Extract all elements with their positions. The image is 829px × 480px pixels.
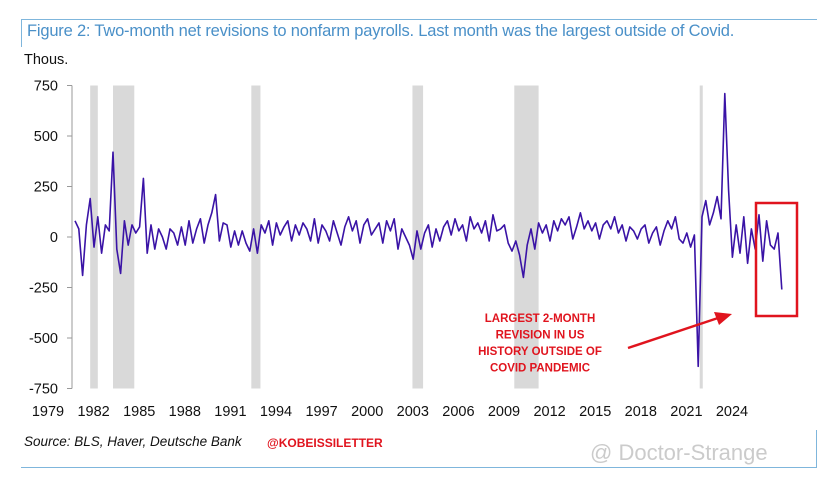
x-tick-label: 2024 <box>716 404 748 420</box>
x-tick-label: 1991 <box>214 404 246 420</box>
annotation-text-line: HISTORY OUTSIDE OF <box>478 346 602 358</box>
x-tick-label: 1979 <box>32 404 64 420</box>
y-tick-label: 500 <box>34 129 58 145</box>
y-tick-label: 0 <box>50 230 58 246</box>
recession-bar <box>514 85 539 389</box>
annotation: LARGEST 2-MONTH REVISION IN US HISTORY OUT… <box>478 201 799 375</box>
annotation-text-line: COVID PANDEMIC <box>490 363 590 375</box>
x-tick-label: 2000 <box>351 404 383 420</box>
arrow-head-icon <box>714 312 732 325</box>
series-line <box>74 92 783 368</box>
x-tick-label: 2009 <box>488 404 520 420</box>
x-tick-label: 1997 <box>305 404 337 420</box>
chart-title: Figure 2: Two-month net revisions to non… <box>27 22 735 40</box>
watermark: @ Doctor-Strange <box>590 440 768 465</box>
x-tick-label: 2012 <box>533 404 565 420</box>
y-tick-label: -250 <box>29 281 58 297</box>
annotation-text-line: REVISION IN US <box>496 330 585 342</box>
frame-top-border <box>21 19 817 20</box>
x-tick-label: 2003 <box>397 404 429 420</box>
y-axis-unit: Thous. <box>24 52 69 68</box>
x-tick-label: 2006 <box>442 404 474 420</box>
annotation-text-line: LARGEST 2-MONTH <box>485 313 596 325</box>
x-tick-label: 1982 <box>77 404 109 420</box>
source-note: Source: BLS, Haver, Deutsche Bank <box>24 434 242 449</box>
arrow-line <box>627 316 719 350</box>
frame-right-border <box>816 430 817 468</box>
tick-labels: 750 500 250 0 -250 -500 -750 1979 1982 1985 1988 19… <box>29 79 748 421</box>
axes <box>67 85 73 389</box>
y-tick-label: -750 <box>29 382 58 398</box>
y-tick-label: 250 <box>34 180 58 196</box>
x-tick-label: 1994 <box>260 404 292 420</box>
x-tick-label: 1988 <box>169 404 201 420</box>
x-tick-label: 2021 <box>670 404 702 420</box>
recession-bar <box>251 85 261 389</box>
x-tick-label: 2015 <box>579 404 611 420</box>
highlight-box <box>754 201 799 318</box>
twitter-handle: @KOBEISSILETTER <box>267 436 383 450</box>
frame-left-border <box>21 19 22 47</box>
x-tick-label: 1985 <box>123 404 155 420</box>
frame-bottom-border <box>21 467 817 468</box>
y-tick-label: -500 <box>29 331 58 347</box>
y-tick-label: 750 <box>34 79 58 95</box>
x-tick-label: 2018 <box>625 404 657 420</box>
